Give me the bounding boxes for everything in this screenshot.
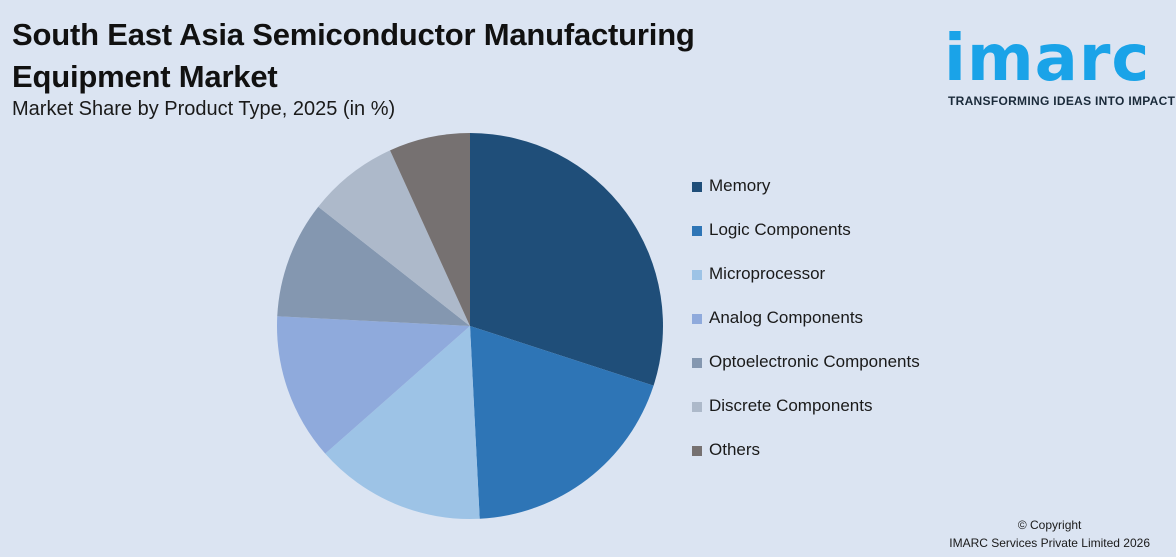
pie-chart [276,133,663,520]
pie-slice-memory [470,133,663,386]
copyright-line-1: © Copyright [1017,518,1082,532]
pie-slice-discrete-components [318,150,470,326]
logo-wordmark: imarc [944,22,1151,96]
pie-slice-optoelectronic-components [277,206,470,326]
pie-slice-others [390,133,470,326]
legend-label: Others [709,440,761,459]
legend-item-memory: Memory [692,176,920,220]
legend-label: Discrete Components [709,396,873,415]
legend-label: Memory [709,176,771,195]
pie-slice-microprocessor [325,326,480,520]
logo-tagline: TRANSFORMING IDEAS INTO IMPACT [948,94,1176,108]
legend-swatch [692,270,702,280]
legend-swatch [692,402,702,412]
legend-swatch [692,446,702,456]
legend-swatch [692,358,702,368]
legend-label: Analog Components [709,308,864,327]
legend-label: Logic Components [709,220,851,239]
legend-item-microprocessor: Microprocessor [692,264,920,308]
legend-item-logic-components: Logic Components [692,220,920,264]
imarc-logo: imarc TRANSFORMING IDEAS INTO IMPACT [944,12,1176,112]
legend-label: Optoelectronic Components [709,352,920,371]
page-title: South East Asia Semiconductor Manufactur… [12,17,695,94]
legend-swatch [692,314,702,324]
legend-item-others: Others [692,440,920,484]
legend-item-analog-components: Analog Components [692,308,920,352]
chart-subtitle: Market Share by Product Type, 2025 (in %… [12,98,396,120]
legend-item-discrete-components: Discrete Components [692,396,920,440]
legend-item-optoelectronic-components: Optoelectronic Components [692,352,920,396]
copyright-line-2: IMARC Services Private Limited 2026 [949,536,1150,550]
legend-swatch [692,226,702,236]
pie-slice-logic-components [470,326,654,519]
legend-label: Microprocessor [709,264,826,283]
copyright-notice: © Copyright IMARC Services Private Limit… [949,516,1150,552]
chart-legend: Memory Logic Components Microprocessor Anal… [692,176,920,484]
legend-swatch [692,182,702,192]
pie-slice-analog-components [276,316,470,454]
